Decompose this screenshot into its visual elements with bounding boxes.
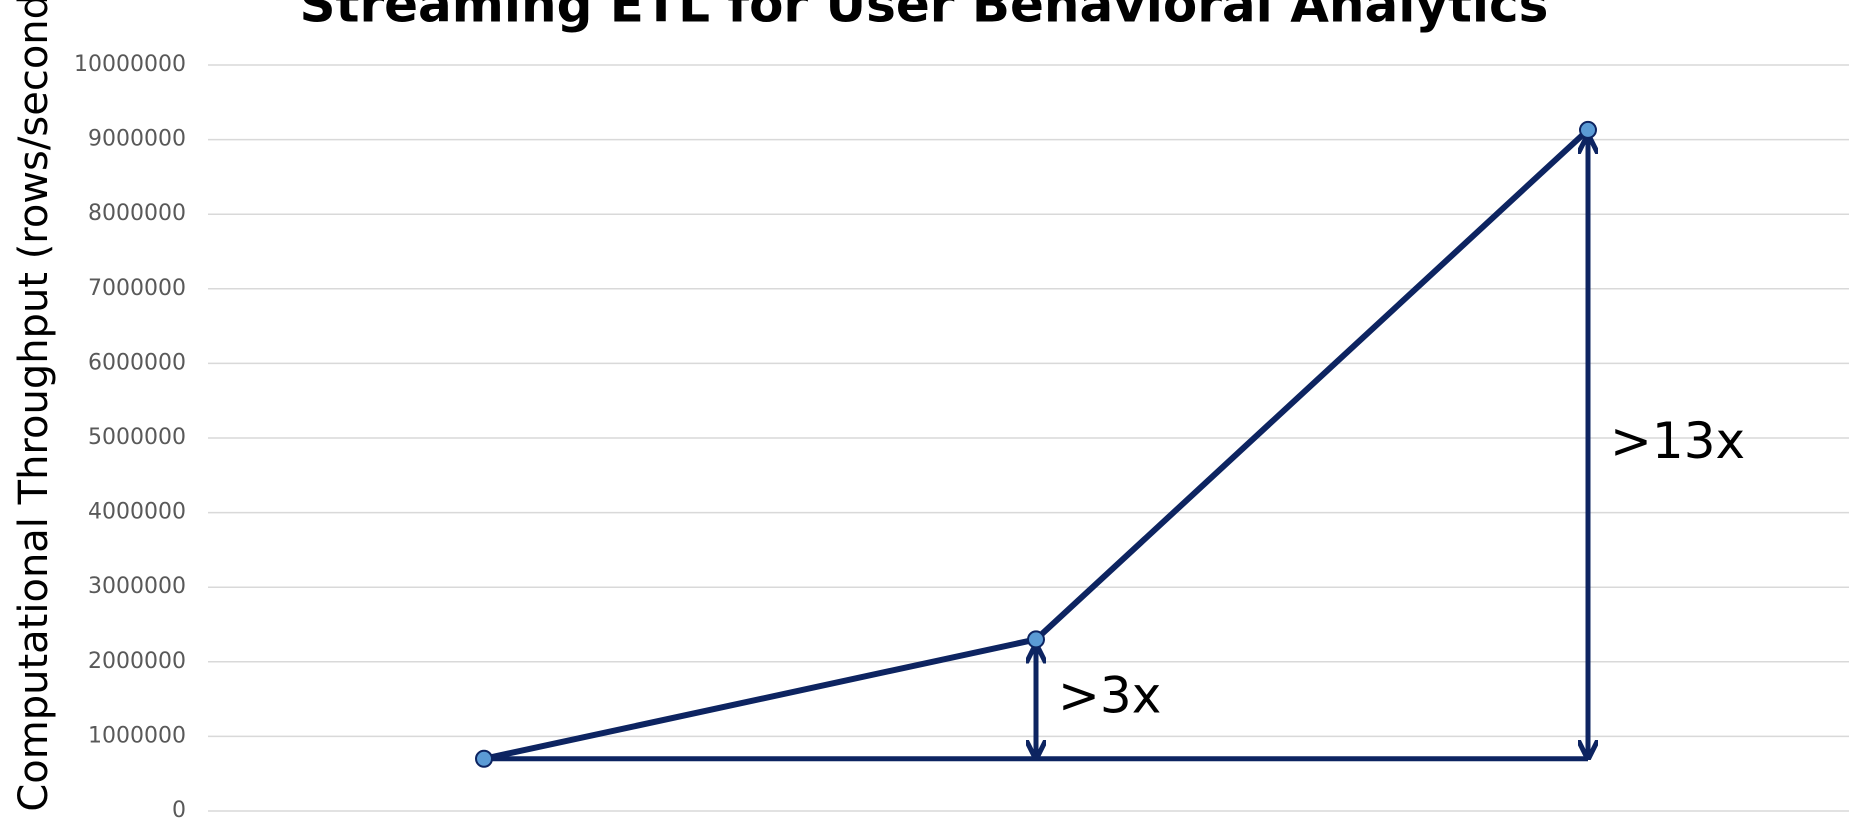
y-tick-label: 1000000 <box>88 723 186 748</box>
y-tick-label: 7000000 <box>88 276 186 301</box>
y-tick-label: 4000000 <box>88 500 186 525</box>
y-tick-label: 8000000 <box>88 201 186 226</box>
marker <box>1579 120 1597 139</box>
y-tick-label: 6000000 <box>88 350 186 375</box>
y-tick-label: 5000000 <box>88 425 186 450</box>
y-axis-label: Computational Throughput (rows/second) <box>11 0 57 812</box>
y-tick-label: 10000000 <box>74 52 186 77</box>
y-tick-label: 9000000 <box>88 127 186 152</box>
annotation: >13x <box>1610 412 1745 470</box>
chart-title: Streaming ETL for User Behavioral Analyt… <box>300 0 1549 34</box>
y-tick-label: 2000000 <box>88 649 186 674</box>
y-tick-label: 0 <box>172 798 186 823</box>
y-tick-label: 3000000 <box>88 574 186 599</box>
annotation: >3x <box>1058 667 1161 725</box>
marker <box>475 749 493 768</box>
marker <box>1027 630 1045 649</box>
